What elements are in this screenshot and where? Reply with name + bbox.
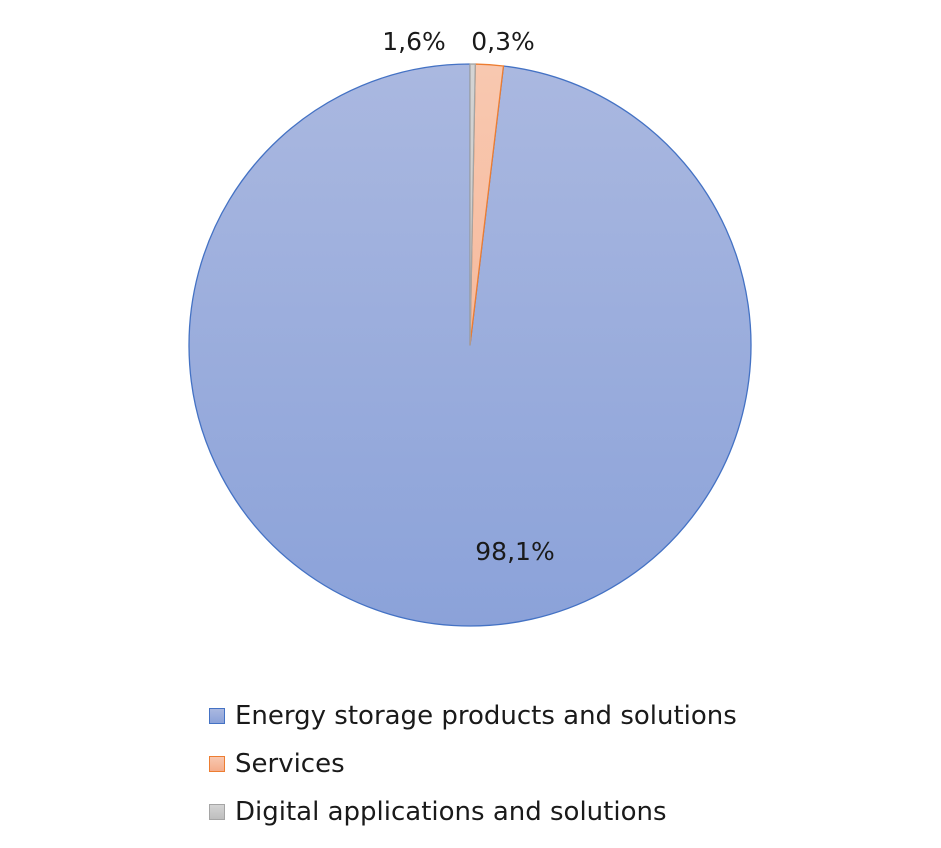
data-label-energy-storage: 98,1% xyxy=(475,537,554,566)
legend-item-energy-storage[interactable]: Energy storage products and solutions xyxy=(209,692,849,740)
legend-label-services: Services xyxy=(235,749,345,779)
legend-item-digital-applications[interactable]: Digital applications and solutions xyxy=(209,788,849,836)
pie-slices xyxy=(188,63,752,627)
legend-label-digital-applications: Digital applications and solutions xyxy=(235,797,667,827)
legend-swatch-services xyxy=(209,756,225,772)
pie-data-labels: 98,1% 1,6% 0,3% xyxy=(382,27,554,566)
data-label-digital-applications: 0,3% xyxy=(471,27,535,56)
legend-label-energy-storage: Energy storage products and solutions xyxy=(235,701,737,731)
data-label-services: 1,6% xyxy=(382,27,446,56)
pie-slice-digital-applications[interactable] xyxy=(469,63,476,346)
legend-swatch-digital-applications xyxy=(209,804,225,820)
legend-item-services[interactable]: Services xyxy=(209,740,849,788)
legend-swatch-energy-storage xyxy=(209,708,225,724)
chart-legend: Energy storage products and solutions Se… xyxy=(209,692,849,836)
